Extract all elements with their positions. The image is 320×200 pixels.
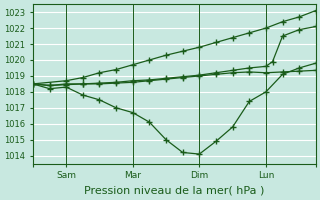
X-axis label: Pression niveau de la mer( hPa ): Pression niveau de la mer( hPa ) — [84, 186, 265, 196]
